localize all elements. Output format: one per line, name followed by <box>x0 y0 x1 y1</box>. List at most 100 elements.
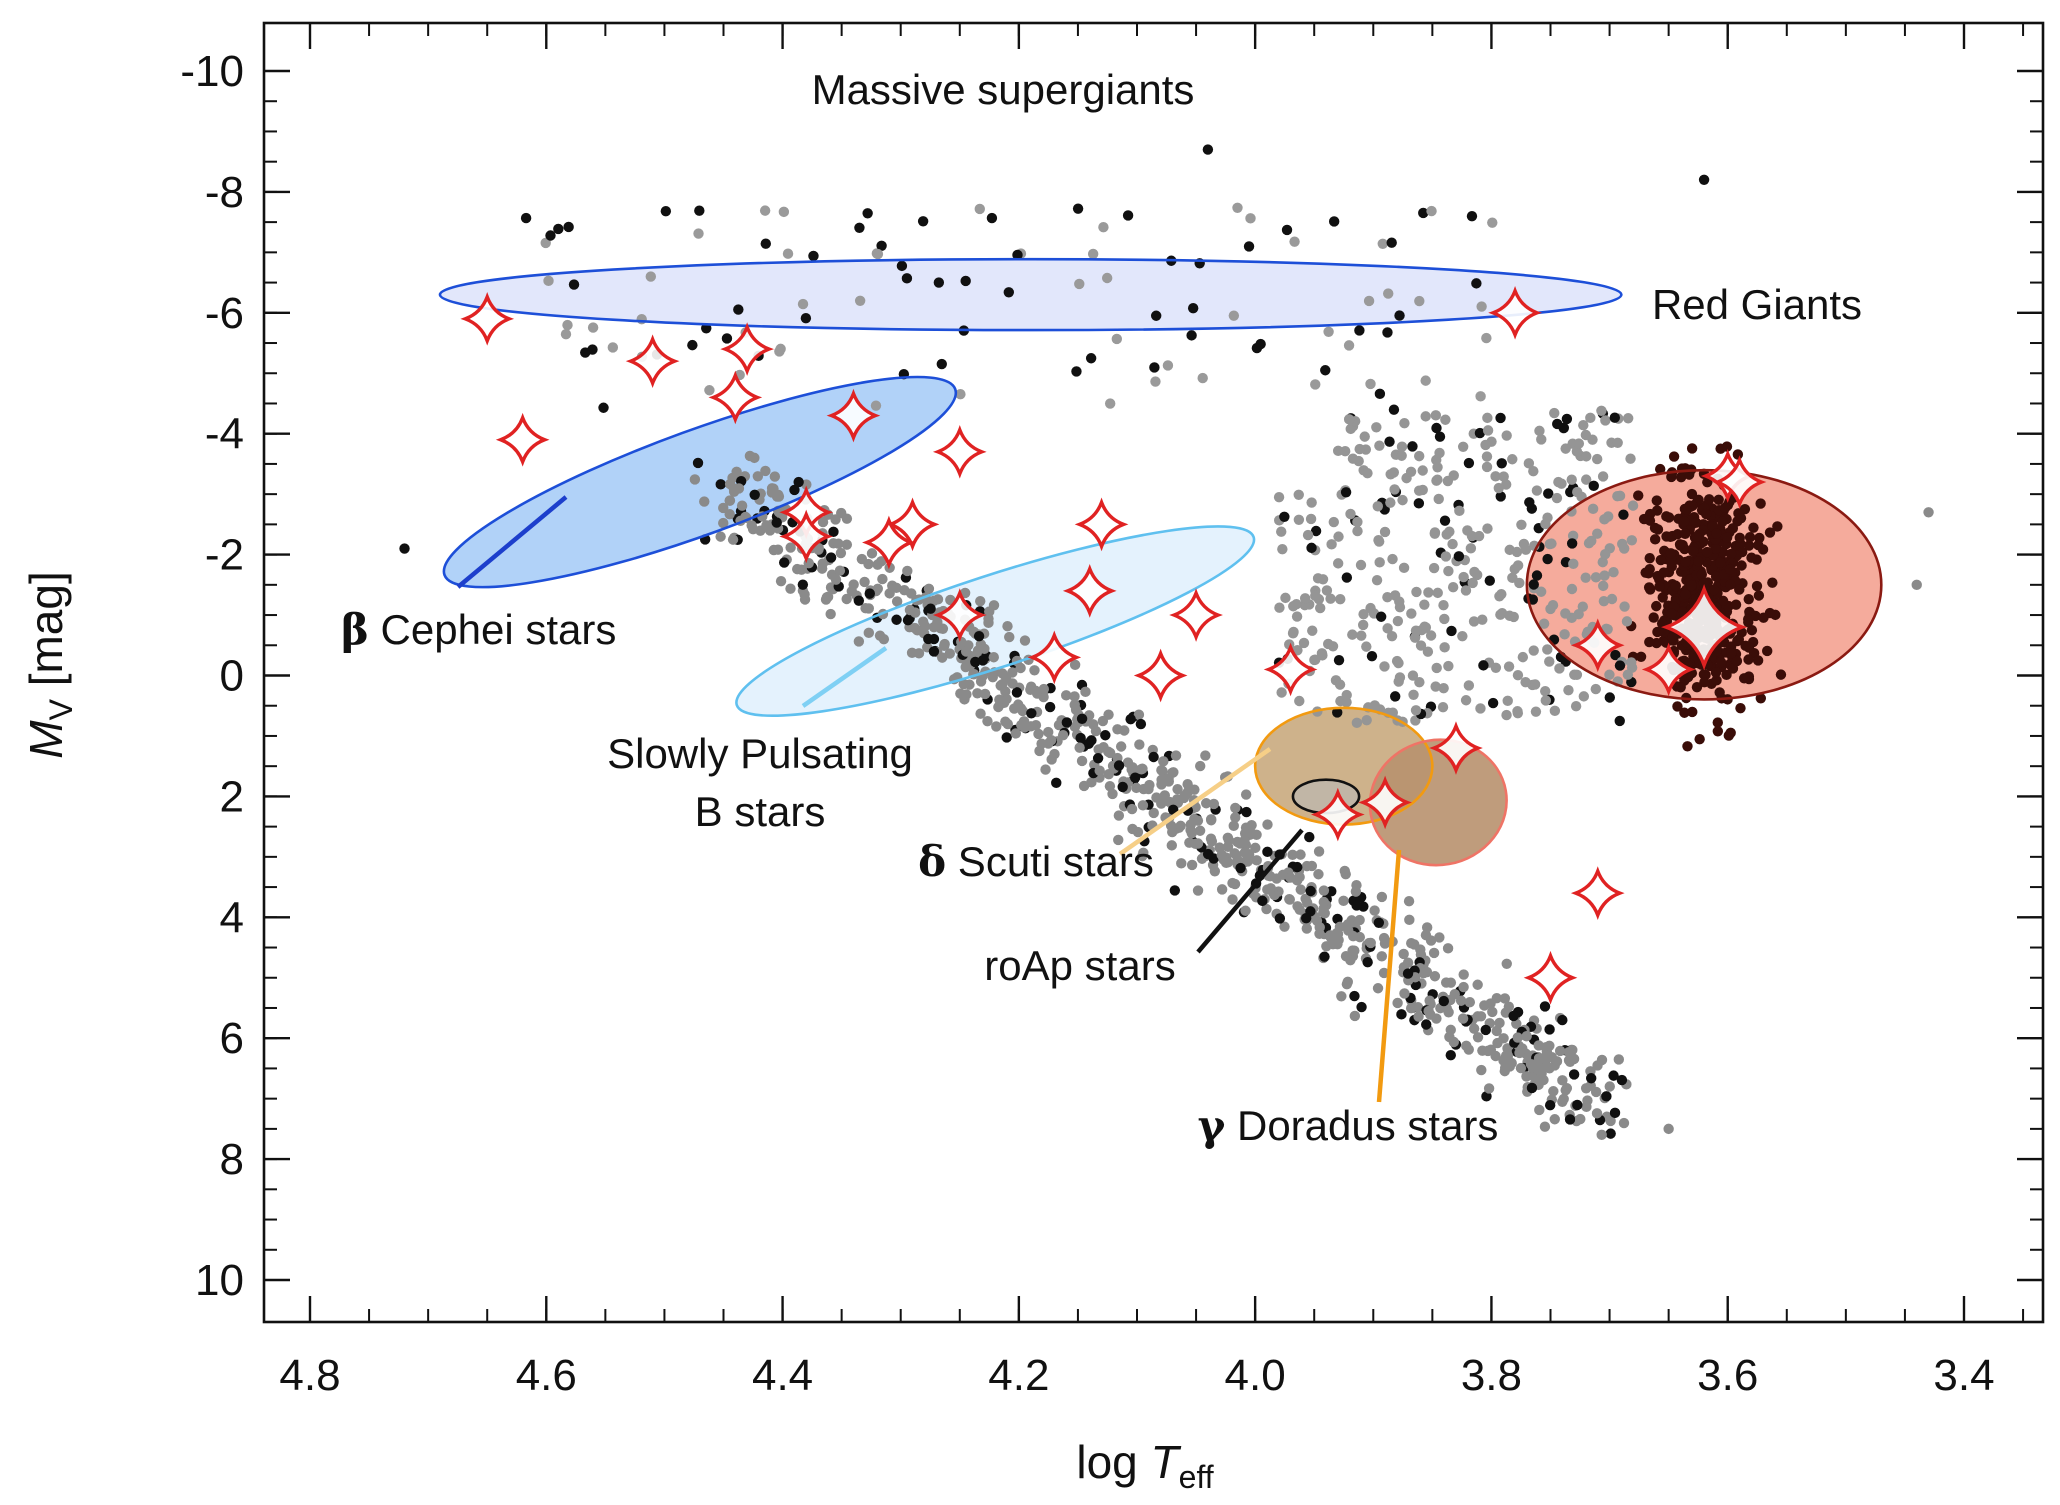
scatter-point <box>1447 538 1458 550</box>
scatter-point <box>1713 494 1724 505</box>
scatter-point <box>1573 609 1584 620</box>
scatter-point <box>1725 548 1737 560</box>
scatter-point <box>1372 501 1383 512</box>
scatter-point <box>1495 609 1506 620</box>
leader-delta-scuti <box>1118 747 1272 856</box>
scatter-point <box>870 400 882 411</box>
scatter-point <box>1240 789 1252 800</box>
scatter-point <box>1280 592 1291 604</box>
scatter-point <box>1463 457 1475 469</box>
scatter-point <box>1438 995 1450 1007</box>
scatter-point <box>1598 595 1610 607</box>
scatter-point <box>1682 741 1693 752</box>
scatter-point <box>1285 872 1296 883</box>
scatter-point <box>1320 365 1331 376</box>
scatter-point <box>1580 1083 1592 1094</box>
star-marker <box>625 334 680 388</box>
scatter-point <box>1273 491 1285 503</box>
scatter-point <box>1396 1009 1407 1020</box>
scatter-point <box>1626 535 1638 546</box>
label-red-giants: Red Giants <box>1652 281 1862 328</box>
scatter-point <box>1404 914 1415 926</box>
scatter-point <box>1663 1123 1674 1135</box>
scatter-point <box>1616 1074 1628 1086</box>
scatter-point <box>1202 144 1214 155</box>
scatter-point <box>820 594 832 605</box>
scatter-point <box>1566 538 1578 549</box>
star-marker <box>720 322 774 376</box>
scatter-point <box>944 648 956 659</box>
scatter-point <box>1009 703 1020 714</box>
scatter-point <box>797 579 809 590</box>
scatter-point <box>1333 654 1345 666</box>
scatter-point <box>1092 753 1104 764</box>
scatter-point <box>937 652 948 663</box>
scatter-point <box>1197 372 1208 384</box>
y-axis-title-unit: [mag] <box>20 571 72 699</box>
scatter-point <box>1608 1070 1619 1081</box>
scatter-point <box>1019 722 1030 733</box>
scatter-point <box>1301 923 1312 934</box>
scatter-point <box>1101 272 1113 284</box>
scatter-point <box>1502 1050 1513 1061</box>
scatter-point <box>1305 885 1316 897</box>
scatter-point <box>1559 629 1570 640</box>
scatter-point <box>1274 602 1285 613</box>
scatter-point <box>1408 689 1419 700</box>
star-marker <box>708 370 763 425</box>
scatter-point <box>1061 690 1072 701</box>
scatter-point <box>1165 820 1177 831</box>
scatter-point <box>736 500 748 511</box>
scatter-point <box>1580 429 1592 441</box>
scatter-point <box>1043 726 1054 738</box>
scatter-point <box>1463 680 1475 691</box>
scatter-point <box>1148 807 1159 819</box>
scatter-point <box>877 573 888 585</box>
scatter-point <box>1287 849 1298 861</box>
scatter-point <box>793 476 804 488</box>
scatter-point <box>766 483 778 494</box>
scatter-point <box>1445 977 1457 988</box>
scatter-point <box>1080 686 1091 698</box>
scatter-point <box>1069 659 1081 671</box>
scatter-point <box>1322 638 1334 650</box>
x-tick-label: 4.0 <box>1225 1351 1286 1400</box>
scatter-point <box>1434 431 1446 442</box>
scatter-point <box>598 402 609 413</box>
scatter-point <box>1717 516 1728 527</box>
scatter-point <box>1218 854 1229 865</box>
scatter-point <box>1176 858 1187 869</box>
scatter-point <box>1251 855 1262 866</box>
scatter-point <box>1429 971 1441 982</box>
scatter-point <box>825 552 837 563</box>
scatter-point <box>1339 865 1350 877</box>
scatter-point <box>1658 567 1669 578</box>
scatter-point <box>1447 582 1459 593</box>
scatter-point <box>986 212 998 224</box>
scatter-point <box>1326 539 1337 550</box>
scatter-point <box>848 579 859 590</box>
scatter-point <box>1117 781 1128 793</box>
scatter-point <box>1242 856 1253 867</box>
scatter-point <box>1531 570 1543 581</box>
scatter-point <box>1405 1003 1417 1014</box>
scatter-point <box>1440 551 1452 562</box>
scatter-point <box>1347 629 1358 640</box>
scatter-point <box>1230 812 1241 823</box>
scatter-point <box>724 508 735 520</box>
scatter-point <box>854 295 866 307</box>
scatter-point <box>760 465 771 477</box>
star-marker <box>1133 648 1188 703</box>
scatter-point <box>1487 697 1499 709</box>
scatter-point <box>1186 330 1197 341</box>
scatter-point <box>1425 630 1437 641</box>
scatter-point <box>1405 466 1417 477</box>
x-tick-label: 3.8 <box>1461 1351 1522 1400</box>
scatter-point <box>1496 588 1507 600</box>
scatter-point <box>1033 728 1044 740</box>
scatter-point <box>1371 422 1382 433</box>
star-marker <box>826 388 881 443</box>
scatter-point <box>1651 600 1662 612</box>
scatter-point <box>1690 517 1702 528</box>
x-tick-label: 4.8 <box>279 1351 340 1400</box>
